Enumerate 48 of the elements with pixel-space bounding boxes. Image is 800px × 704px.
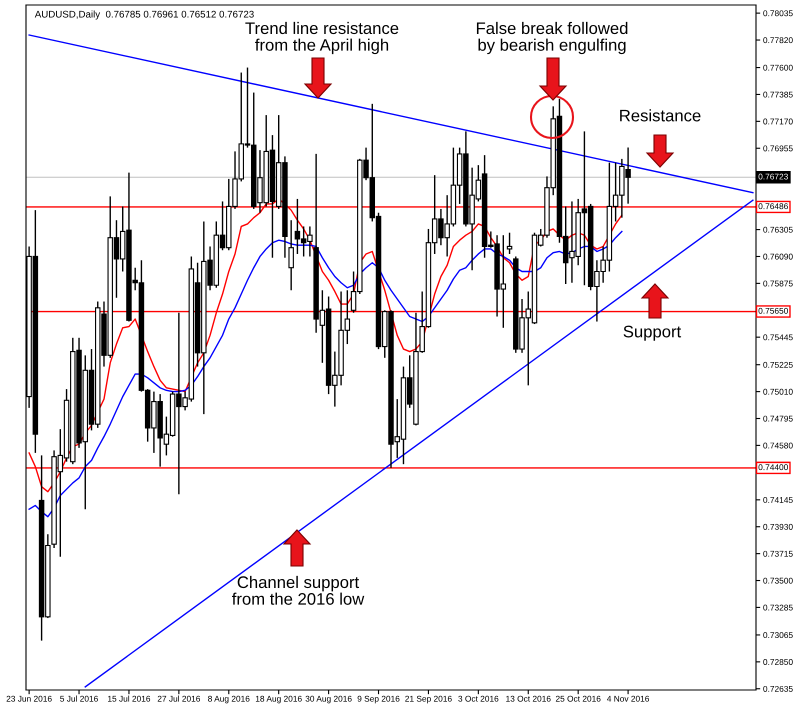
x-tick-label: 15 Jul 2016: [108, 696, 150, 702]
y-tick-label: 0.74795: [763, 416, 793, 422]
annotation: Support: [624, 326, 682, 341]
y-tick-label: 0.77600: [763, 64, 793, 71]
y-tick-label: 0.76090: [763, 254, 793, 260]
y-tick-label: 0.77385: [763, 92, 793, 98]
y-tick-label: 0.73285: [763, 604, 793, 611]
x-tick-label: 5 Jul 2016: [60, 696, 98, 702]
x-tick-label: 18 Aug 2016: [256, 696, 302, 704]
x-tick-label: 4 Nov 2016: [606, 696, 650, 702]
x-tick-label: 25 Oct 2016: [556, 696, 601, 702]
y-tick-label: 0.73500: [763, 578, 793, 584]
annotation: Trend line resistance from the April high: [245, 22, 398, 54]
ref-line-label: 0.76723: [758, 174, 788, 180]
annotation: False break followed by bearish engulfing: [476, 22, 628, 54]
x-tick-label: 8 Aug 2016: [208, 696, 250, 704]
annotation: Channel support from the 2016 low: [232, 576, 364, 605]
x-tick-label: 27 Jul 2016: [158, 696, 200, 702]
candlestick: [288, 220, 294, 291]
ref-line-label: 0.75650: [758, 308, 788, 314]
candlestick: [506, 232, 512, 255]
y-tick-label: 0.75445: [763, 334, 793, 340]
y-tick-label: 0.76305: [763, 226, 793, 233]
x-tick-label: 3 Oct 2016: [458, 696, 498, 702]
text: AUDUSD,Daily 0.76785 0.76961 0.76512 0.76723: [34, 10, 254, 20]
y-tick-label: 0.75225: [763, 362, 793, 368]
y-tick-label: 0.73065: [763, 632, 793, 638]
annotation: Resistance: [620, 109, 700, 122]
x-tick-label: 30 Aug 2016: [306, 696, 352, 704]
y-tick-label: 0.76955: [763, 145, 793, 152]
x-tick-label: 21 Sep 2016: [405, 696, 452, 704]
y-tick-label: 0.72850: [763, 659, 793, 665]
x-tick-label: 13 Oct 2016: [506, 696, 551, 702]
y-tick-label: 0.72635: [763, 686, 793, 692]
y-tick-label: 0.75875: [763, 280, 793, 286]
y-tick-label: 0.74580: [763, 442, 793, 449]
ref-line-label: 0.74400: [758, 464, 788, 470]
ref-line-label: 0.76486: [758, 203, 788, 210]
y-tick-label: 0.78035: [763, 10, 793, 16]
y-tick-label: 0.77170: [763, 118, 793, 124]
y-tick-label: 0.75010: [763, 388, 793, 395]
y-tick-label: 0.73930: [763, 524, 793, 530]
y-tick-label: 0.77820: [763, 37, 793, 44]
x-tick-label: 9 Sep 2016: [358, 696, 400, 704]
y-tick-label: 0.73715: [763, 550, 793, 557]
line-series: [28, 230, 623, 518]
y-tick-label: 0.74145: [763, 497, 793, 503]
x-tick-label: 23 Jun 2016: [6, 696, 52, 702]
